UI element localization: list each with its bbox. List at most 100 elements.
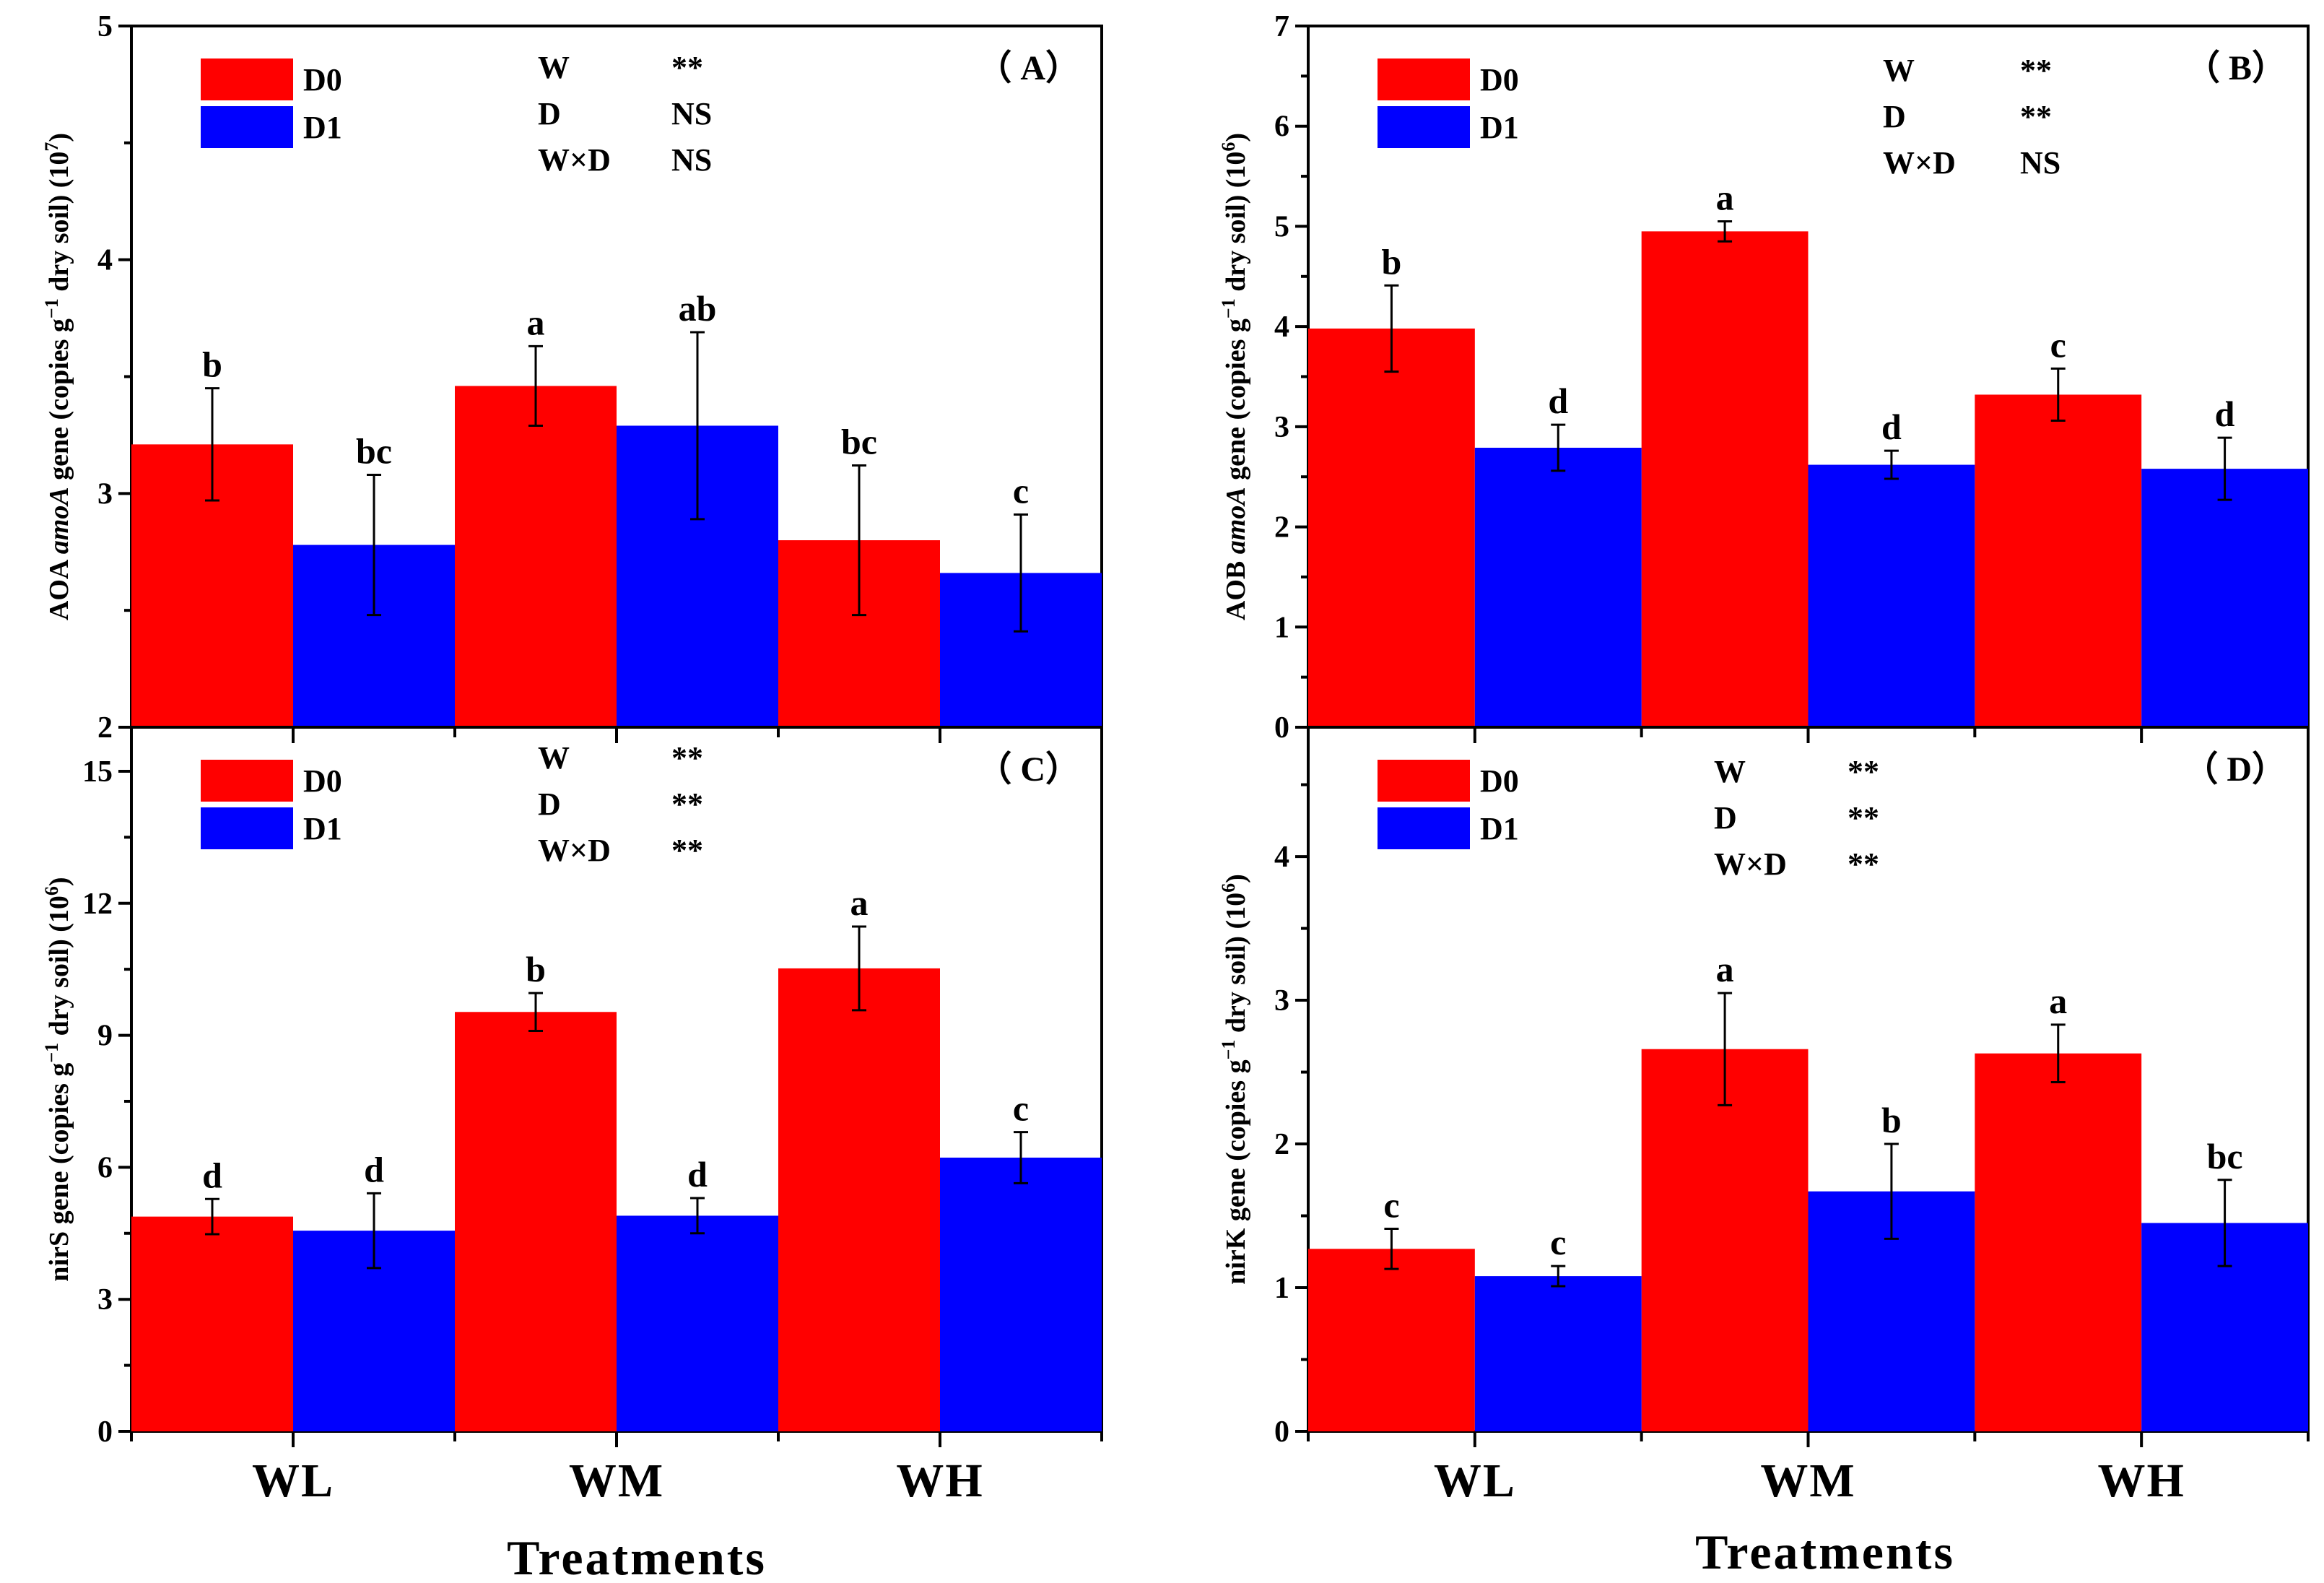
y-axis-title-part: gene (copies g	[44, 318, 74, 487]
significance-letter: b	[1382, 241, 1402, 282]
x-tick-label: WM	[569, 1454, 664, 1507]
significance-letter: d	[2215, 394, 2235, 434]
y-tick-label: 4	[1274, 311, 1289, 344]
y-axis-title-part: )	[44, 877, 74, 886]
y-tick-label: 1	[1274, 1272, 1289, 1305]
legend-label-d0: D0	[303, 763, 342, 799]
legend-swatch-d1	[201, 106, 293, 148]
x-tick-label: WH	[2097, 1454, 2185, 1507]
stat-significance: **	[671, 50, 703, 85]
y-axis-title: AOB amoA gene (copies g−1 dry soil) (106…	[1218, 133, 1252, 620]
x-axis-title: Treatments	[1695, 1525, 1955, 1579]
y-axis-title: nirS gene (copies g−1 dry soil) (106)	[41, 877, 75, 1281]
panel-d: 0 1 2 3 4 nirK gene (copies g−1 dry soil) (10…	[1218, 726, 2310, 1507]
bar-d-d0-wm	[1641, 1049, 1809, 1431]
stat-significance: **	[671, 740, 703, 776]
significance-letter: a	[1716, 177, 1734, 217]
significance-letter: c	[1383, 1184, 1399, 1225]
y-axis-title-part: nirS	[44, 1231, 74, 1282]
y-axis-title-part: )	[1221, 133, 1251, 142]
panel-a: 2 3 4 5 AOA amoA gene (copies g−1 dry soil) …	[41, 10, 1103, 745]
y-axis-title-part: nirK	[1221, 1228, 1251, 1285]
y-axis-title-part: 6	[1218, 142, 1239, 152]
y-axis-title-part: gene (copies g	[1221, 318, 1251, 487]
stat-significance: **	[1848, 800, 1879, 836]
x-tick-label: WH	[896, 1454, 983, 1507]
significance-letter: b	[526, 949, 546, 989]
significance-letter: d	[1881, 407, 1902, 447]
y-axis-title-part: −1	[1218, 1040, 1239, 1060]
legend-swatch-d0	[201, 760, 293, 802]
bar-c-d1-wm	[617, 1215, 778, 1431]
legend-swatch-d0	[1378, 58, 1470, 100]
stat-factor: D	[1714, 800, 1737, 836]
y-tick-label: 3	[1274, 411, 1289, 444]
panel-label: （ A）	[977, 49, 1080, 87]
stat-significance: **	[2020, 53, 2052, 88]
y-axis-title-part: )	[1221, 874, 1251, 883]
legend-swatch-d1	[1378, 807, 1470, 849]
panel-label: （ C）	[977, 750, 1080, 789]
bar-c-d0-wl	[131, 1216, 293, 1431]
stat-factor: W	[1883, 53, 1915, 88]
legend-label-d1: D1	[1480, 811, 1519, 846]
y-tick-label: 0	[1274, 1415, 1289, 1449]
significance-letter: c	[1013, 470, 1029, 511]
stat-factor: D	[538, 786, 561, 822]
bar-d-d0-wh	[1975, 1053, 2142, 1431]
y-tick-label: 9	[97, 1020, 113, 1053]
y-axis-title-part: 6	[41, 886, 62, 895]
legend-label-d1: D1	[1480, 110, 1519, 145]
y-axis-title-part: 6	[1218, 883, 1239, 893]
significance-letter: b	[202, 344, 222, 385]
stat-factor: W	[1714, 754, 1746, 789]
stat-factor: W×D	[538, 833, 611, 868]
y-tick-label: 5	[1274, 210, 1289, 243]
y-tick-label: 1	[1274, 611, 1289, 644]
legend-label-d1: D1	[303, 811, 342, 846]
significance-letter: d	[202, 1155, 222, 1195]
x-tick-label: WL	[252, 1454, 334, 1507]
significance-letter: bc	[2207, 1136, 2243, 1176]
bar-c-d0-wh	[778, 968, 940, 1431]
stat-significance: NS	[2020, 145, 2060, 181]
panel-label: （ B）	[2185, 49, 2286, 87]
y-tick-label: 4	[1274, 841, 1289, 874]
y-axis-title-part: gene (copies g	[1221, 1059, 1251, 1228]
stat-factor: W×D	[1714, 846, 1787, 882]
stat-significance: NS	[671, 96, 712, 131]
x-tick-label: WL	[1434, 1454, 1516, 1507]
legend-swatch-d1	[201, 807, 293, 849]
stat-factor: D	[1883, 99, 1906, 134]
y-tick-label: 7	[1274, 10, 1289, 43]
y-tick-label: 2	[97, 711, 113, 745]
legend-label-d0: D0	[303, 62, 342, 97]
bar-c-d0-wm	[455, 1012, 617, 1431]
y-tick-label: 4	[97, 244, 113, 277]
significance-letter: d	[364, 1149, 384, 1189]
bar-d-d0-wl	[1308, 1249, 1475, 1431]
bar-b-d0-wl	[1308, 328, 1475, 728]
x-axis-title: Treatments	[507, 1530, 767, 1583]
y-tick-label: 2	[1274, 511, 1289, 545]
y-axis-title-part: amoA	[44, 487, 74, 554]
y-tick-label: 0	[97, 1415, 113, 1449]
y-tick-label: 0	[1274, 711, 1289, 745]
panel-label: （ D）	[2183, 750, 2286, 789]
y-axis-title-part: amoA	[1221, 487, 1251, 554]
y-tick-label: 12	[82, 888, 113, 921]
y-axis-title: AOA amoA gene (copies g−1 dry soil) (107…	[41, 133, 75, 620]
stat-factor: W×D	[1883, 145, 1956, 181]
y-axis-title-part: −1	[41, 1043, 62, 1063]
stat-significance: **	[1848, 754, 1879, 789]
significance-letter: c	[2050, 324, 2066, 365]
stat-factor: W×D	[538, 142, 611, 178]
y-axis-title-part: dry soil) (10	[1221, 893, 1251, 1040]
y-axis-title: nirK gene (copies g−1 dry soil) (106)	[1218, 874, 1252, 1285]
significance-letter: d	[1548, 381, 1568, 421]
y-axis-title-part: −1	[41, 298, 62, 318]
stat-factor: W	[538, 50, 570, 85]
legend-label-d0: D0	[1480, 62, 1519, 97]
y-tick-label: 6	[97, 1151, 113, 1184]
